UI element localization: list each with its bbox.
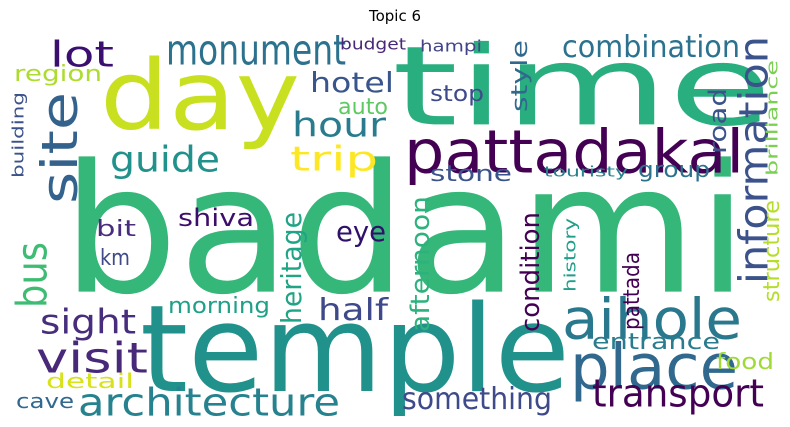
word-visit: visit [36, 334, 148, 383]
word-hampi: hampi [420, 36, 482, 56]
word-bus: bus [8, 242, 57, 308]
word-aihole: aihole [562, 286, 742, 353]
word-hotel: hotel [310, 66, 394, 99]
word-entrance: entrance [592, 330, 720, 355]
word-budget: budget [340, 34, 406, 54]
word-shiva: shiva [178, 204, 254, 232]
word-combination: combination [562, 30, 740, 65]
word-badami: badami [62, 127, 748, 335]
word-heritage: heritage [275, 212, 308, 324]
word-monument: monument [166, 26, 346, 75]
word-structure: structure [760, 200, 785, 302]
word-building: building [8, 92, 28, 178]
word-road: road [704, 88, 732, 154]
word-time: time [392, 23, 772, 152]
word-guide: guide [110, 138, 220, 181]
word-sight: sight [40, 303, 136, 343]
word-condition: condition [516, 212, 546, 332]
word-brilliance: brilliance [762, 60, 782, 177]
word-bit: bit [96, 217, 136, 242]
word-stop: stop [430, 82, 484, 107]
word-trip: trip [290, 140, 378, 180]
word-site: site [31, 92, 90, 204]
word-group: group [638, 158, 710, 183]
word-km: km [100, 246, 130, 271]
word-half: half [318, 293, 388, 328]
word-day: day [100, 39, 300, 152]
word-detail: detail [46, 370, 134, 393]
chart-title: Topic 6 [368, 7, 422, 25]
word-food: food [716, 350, 774, 375]
word-hour: hour [292, 106, 386, 146]
word-something: something [402, 382, 552, 417]
word-place: place [570, 332, 738, 404]
word-pattada: pattada [620, 252, 645, 330]
word-eye: eye [336, 215, 386, 248]
word-afternoon: afternoon [406, 196, 436, 332]
word-history: history [560, 218, 580, 292]
word-transport: transport [592, 372, 764, 416]
word-morning: morning [168, 294, 270, 319]
word-temple: temple [140, 279, 570, 420]
word-style: style [508, 40, 533, 112]
word-stone: stone [430, 162, 512, 187]
word-cave: cave [16, 390, 74, 413]
word-pattadakal: pattadakal [404, 117, 744, 187]
word-region: region [14, 62, 102, 87]
word-touristy: touristy [544, 164, 628, 181]
word-lot: lot [50, 33, 114, 76]
word-auto: auto [338, 95, 388, 120]
word-architecture: architecture [78, 381, 340, 425]
